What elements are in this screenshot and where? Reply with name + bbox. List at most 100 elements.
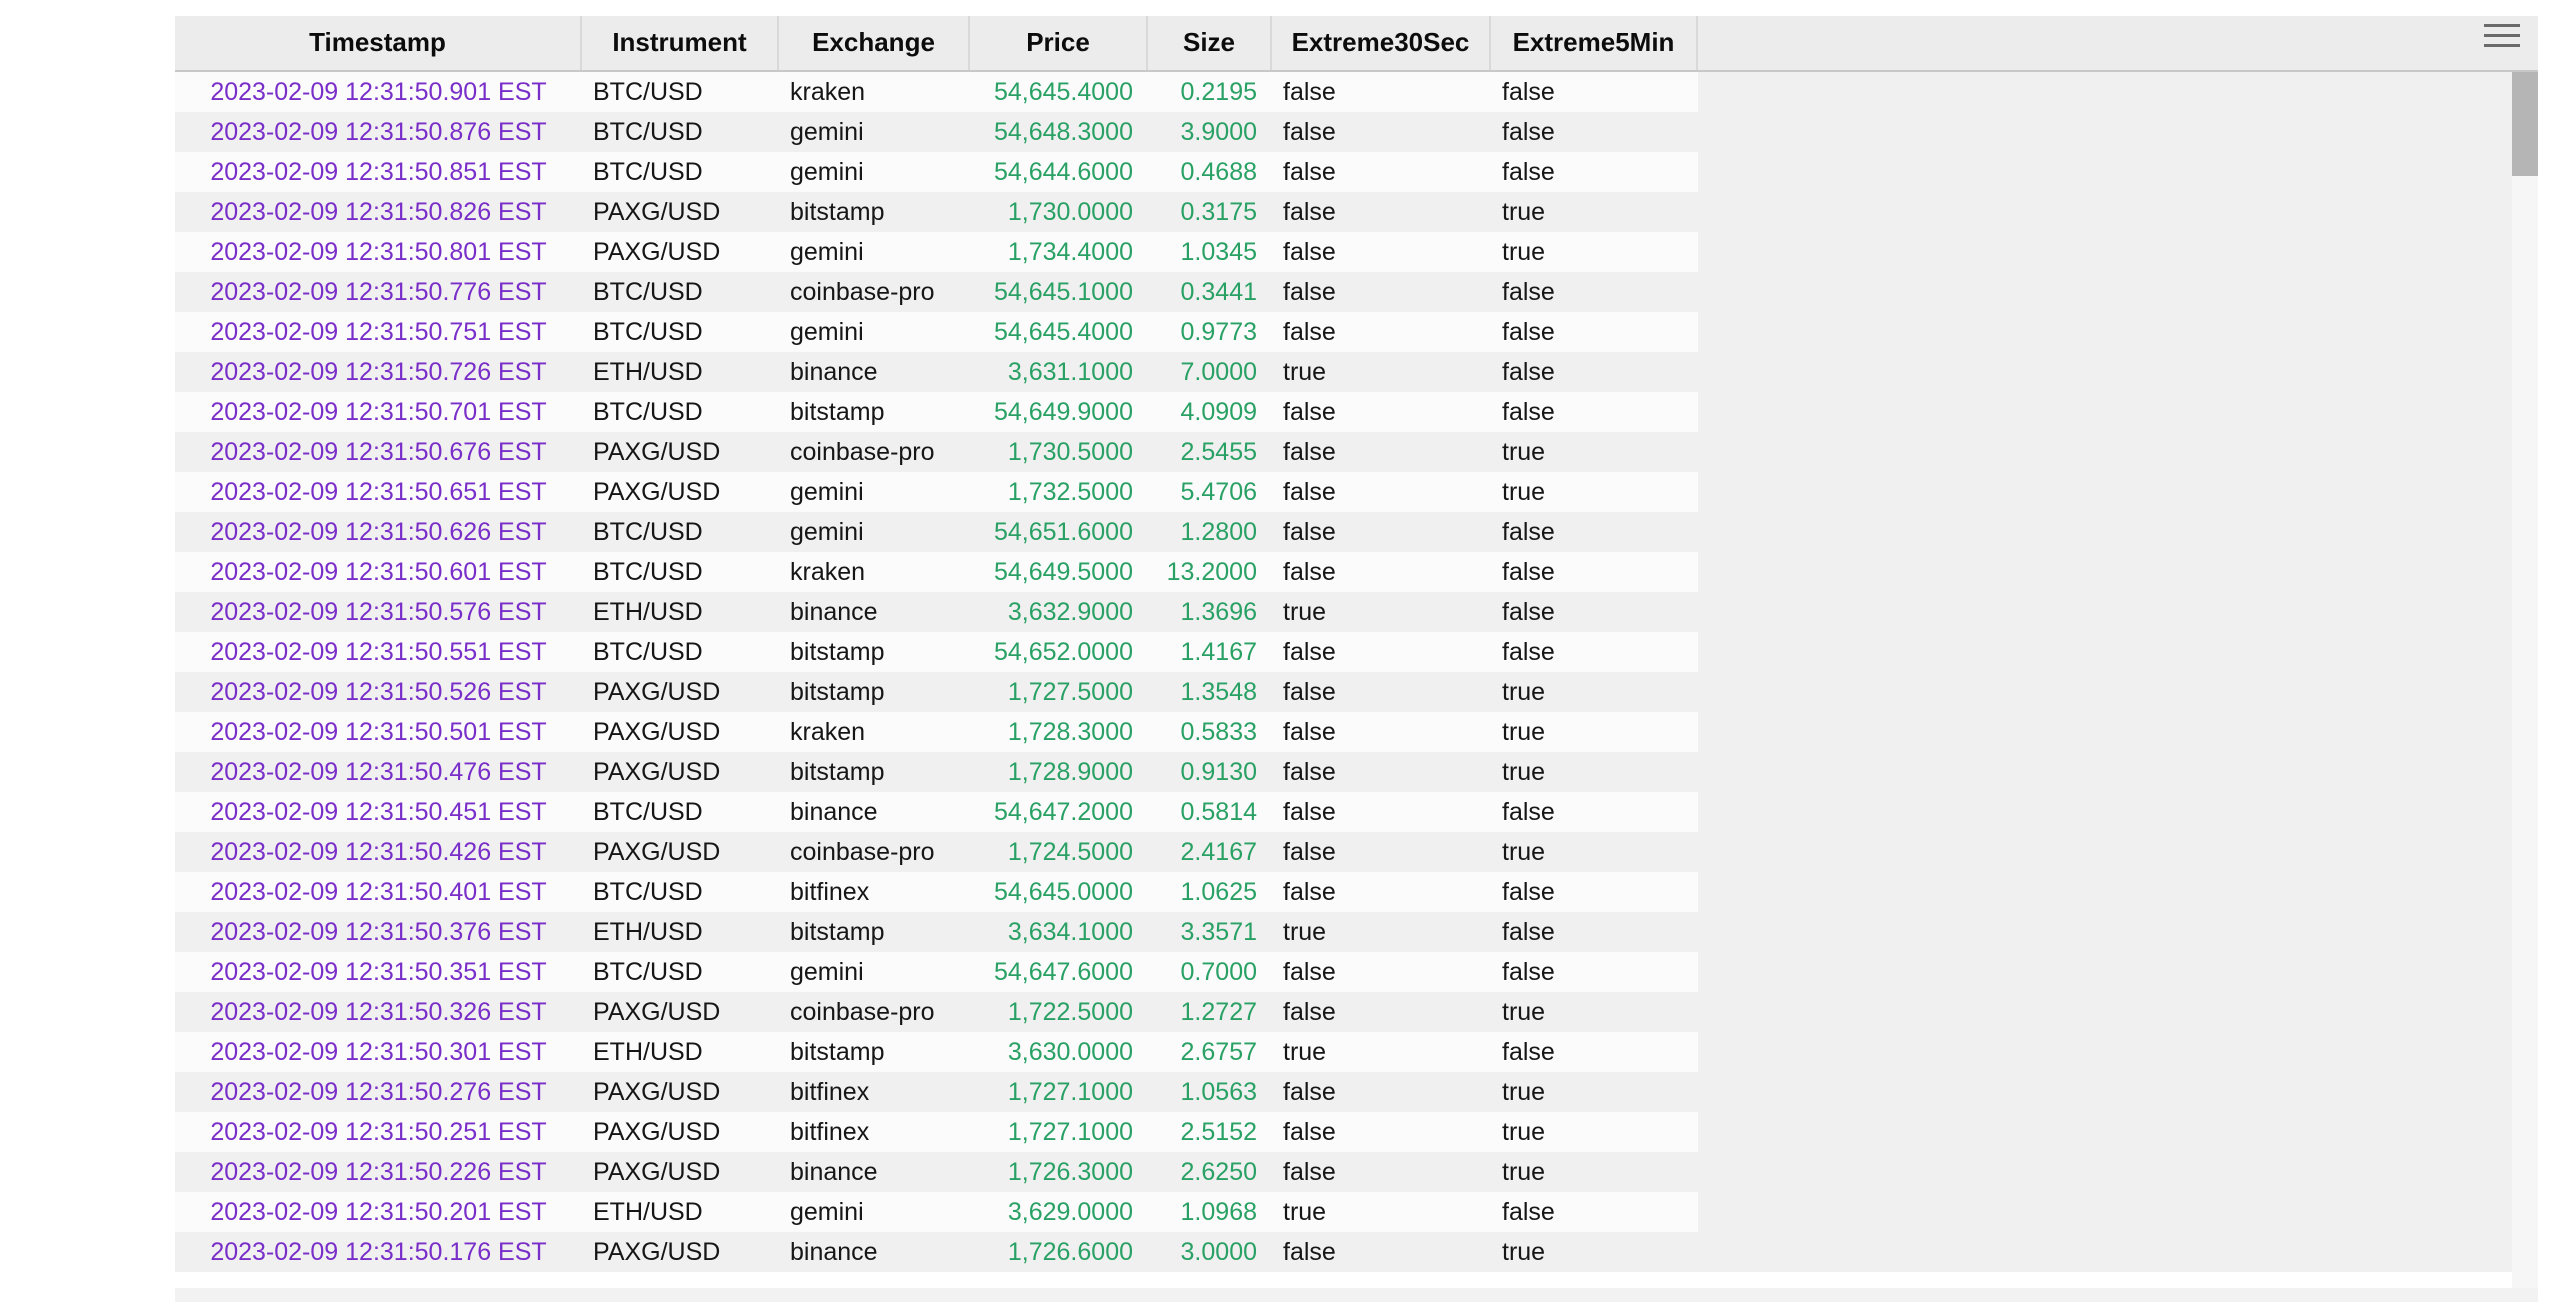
table-row[interactable]: 2023-02-09 12:31:50.276 EST PAXG/USD bitfi… bbox=[175, 1072, 1698, 1112]
cell-timestamp: 2023-02-09 12:31:50.876 EST bbox=[210, 118, 547, 146]
table-row[interactable]: 2023-02-09 12:31:50.626 EST BTC/USD gemini… bbox=[175, 512, 1698, 552]
cell-size: 0.5833 bbox=[1180, 718, 1257, 746]
cell-extreme5min: true bbox=[1502, 838, 1546, 866]
cell-extreme5min: false bbox=[1502, 638, 1555, 666]
table-row[interactable]: 2023-02-09 12:31:50.551 EST BTC/USD bitsta… bbox=[175, 632, 1698, 672]
cell-extreme30sec: false bbox=[1283, 758, 1336, 786]
column-header-price[interactable]: Price bbox=[970, 16, 1148, 70]
table-row[interactable]: 2023-02-09 12:31:50.701 EST BTC/USD bitsta… bbox=[175, 392, 1698, 432]
table-row[interactable]: 2023-02-09 12:31:50.426 EST PAXG/USD coinb… bbox=[175, 832, 1698, 872]
cell-extreme5min: true bbox=[1502, 1158, 1546, 1186]
cell-size: 3.0000 bbox=[1180, 1238, 1257, 1266]
table-row[interactable]: 2023-02-09 12:31:50.801 EST PAXG/USD gemin… bbox=[175, 232, 1698, 272]
cell-extreme5min: false bbox=[1502, 1038, 1555, 1066]
table-row[interactable]: 2023-02-09 12:31:50.351 EST BTC/USD gemini… bbox=[175, 952, 1698, 992]
table-row[interactable]: 2023-02-09 12:31:50.501 EST PAXG/USD krake… bbox=[175, 712, 1698, 752]
cell-timestamp: 2023-02-09 12:31:50.176 EST bbox=[210, 1238, 547, 1266]
table-row[interactable]: 2023-02-09 12:31:50.401 EST BTC/USD bitfin… bbox=[175, 872, 1698, 912]
table-row[interactable]: 2023-02-09 12:31:50.201 EST ETH/USD gemini… bbox=[175, 1192, 1698, 1232]
cell-price: 1,724.5000 bbox=[1007, 838, 1133, 866]
cell-instrument: PAXG/USD bbox=[593, 198, 721, 226]
cell-timestamp: 2023-02-09 12:31:50.376 EST bbox=[210, 918, 547, 946]
cell-instrument: ETH/USD bbox=[593, 598, 703, 626]
table-row[interactable]: 2023-02-09 12:31:50.301 EST ETH/USD bitsta… bbox=[175, 1032, 1698, 1072]
table-row[interactable]: 2023-02-09 12:31:50.776 EST BTC/USD coinba… bbox=[175, 272, 1698, 312]
table-row[interactable]: 2023-02-09 12:31:50.826 EST PAXG/USD bitst… bbox=[175, 192, 1698, 232]
cell-extreme30sec: true bbox=[1283, 358, 1327, 386]
table-row[interactable]: 2023-02-09 12:31:50.901 EST BTC/USD kraken… bbox=[175, 72, 1698, 112]
table-row[interactable]: 2023-02-09 12:31:50.451 EST BTC/USD binanc… bbox=[175, 792, 1698, 832]
cell-exchange: gemini bbox=[790, 478, 864, 506]
column-header-exchange[interactable]: Exchange bbox=[779, 16, 970, 70]
vertical-scrollbar[interactable] bbox=[2512, 72, 2538, 1302]
cell-price: 3,630.0000 bbox=[1007, 1038, 1133, 1066]
cell-extreme5min: true bbox=[1502, 198, 1546, 226]
cell-instrument: BTC/USD bbox=[593, 958, 703, 986]
table-row[interactable]: 2023-02-09 12:31:50.851 EST BTC/USD gemini… bbox=[175, 152, 1698, 192]
table-row[interactable]: 2023-02-09 12:31:50.526 EST PAXG/USD bitst… bbox=[175, 672, 1698, 712]
cell-extreme30sec: false bbox=[1283, 958, 1336, 986]
table-row[interactable]: 2023-02-09 12:31:50.476 EST PAXG/USD bitst… bbox=[175, 752, 1698, 792]
cell-exchange: gemini bbox=[790, 118, 864, 146]
cell-exchange: bitfinex bbox=[790, 1118, 870, 1146]
cell-timestamp: 2023-02-09 12:31:50.701 EST bbox=[210, 398, 547, 426]
table-row[interactable]: 2023-02-09 12:31:50.601 EST BTC/USD kraken… bbox=[175, 552, 1698, 592]
column-header-size[interactable]: Size bbox=[1148, 16, 1272, 70]
table-row[interactable]: 2023-02-09 12:31:50.226 EST PAXG/USD binan… bbox=[175, 1152, 1698, 1192]
table-row[interactable]: 2023-02-09 12:31:50.651 EST PAXG/USD gemin… bbox=[175, 472, 1698, 512]
cell-size: 1.0625 bbox=[1180, 878, 1257, 906]
cell-extreme30sec: false bbox=[1283, 118, 1336, 146]
cell-size: 1.3696 bbox=[1180, 598, 1257, 626]
cell-instrument: BTC/USD bbox=[593, 518, 703, 546]
cell-timestamp: 2023-02-09 12:31:50.476 EST bbox=[210, 758, 547, 786]
table-empty-area bbox=[1698, 72, 2512, 1272]
cell-instrument: PAXG/USD bbox=[593, 758, 721, 786]
cell-timestamp: 2023-02-09 12:31:50.326 EST bbox=[210, 998, 547, 1026]
cell-instrument: PAXG/USD bbox=[593, 998, 721, 1026]
cell-price: 1,726.6000 bbox=[1007, 1238, 1133, 1266]
cell-extreme30sec: false bbox=[1283, 878, 1336, 906]
cell-exchange: bitfinex bbox=[790, 1078, 870, 1106]
cell-exchange: bitstamp bbox=[790, 678, 885, 706]
cell-price: 54,645.1000 bbox=[993, 278, 1133, 306]
table-row[interactable]: 2023-02-09 12:31:50.376 EST ETH/USD bitsta… bbox=[175, 912, 1698, 952]
cell-size: 1.2727 bbox=[1180, 998, 1257, 1026]
horizontal-scrollbar[interactable] bbox=[175, 1288, 2538, 1302]
cell-price: 54,649.9000 bbox=[993, 398, 1133, 426]
cell-size: 0.4688 bbox=[1180, 158, 1257, 186]
table-row[interactable]: 2023-02-09 12:31:50.676 EST PAXG/USD coinb… bbox=[175, 432, 1698, 472]
cell-exchange: gemini bbox=[790, 158, 864, 186]
hamburger-menu-icon bbox=[2484, 44, 2520, 47]
table-row[interactable]: 2023-02-09 12:31:50.326 EST PAXG/USD coinb… bbox=[175, 992, 1698, 1032]
column-header-extreme30sec[interactable]: Extreme30Sec bbox=[1272, 16, 1491, 70]
table-row[interactable]: 2023-02-09 12:31:50.576 EST ETH/USD binanc… bbox=[175, 592, 1698, 632]
cell-price: 3,634.1000 bbox=[1007, 918, 1133, 946]
cell-extreme30sec: false bbox=[1283, 518, 1336, 546]
table-row[interactable]: 2023-02-09 12:31:50.726 EST ETH/USD binanc… bbox=[175, 352, 1698, 392]
cell-extreme5min: true bbox=[1502, 678, 1546, 706]
cell-exchange: coinbase-pro bbox=[790, 838, 935, 866]
cell-size: 0.9773 bbox=[1180, 318, 1257, 346]
column-header-instrument[interactable]: Instrument bbox=[582, 16, 779, 70]
cell-extreme5min: false bbox=[1502, 318, 1555, 346]
vertical-scrollbar-thumb[interactable] bbox=[2512, 72, 2538, 176]
column-header-timestamp[interactable]: Timestamp bbox=[175, 16, 582, 70]
column-header-extreme5min[interactable]: Extreme5Min bbox=[1491, 16, 1698, 70]
cell-extreme5min: false bbox=[1502, 398, 1555, 426]
cell-extreme5min: false bbox=[1502, 558, 1555, 586]
cell-timestamp: 2023-02-09 12:31:50.426 EST bbox=[210, 838, 547, 866]
cell-extreme30sec: false bbox=[1283, 1238, 1336, 1266]
cell-instrument: PAXG/USD bbox=[593, 238, 721, 266]
table-row[interactable]: 2023-02-09 12:31:50.876 EST BTC/USD gemini… bbox=[175, 112, 1698, 152]
cell-timestamp: 2023-02-09 12:31:50.451 EST bbox=[210, 798, 547, 826]
cell-timestamp: 2023-02-09 12:31:50.676 EST bbox=[210, 438, 547, 466]
table-row[interactable]: 2023-02-09 12:31:50.251 EST PAXG/USD bitfi… bbox=[175, 1112, 1698, 1152]
cell-extreme5min: false bbox=[1502, 798, 1555, 826]
cell-extreme30sec: false bbox=[1283, 718, 1336, 746]
panel-menu-button[interactable] bbox=[2484, 24, 2522, 47]
table-row[interactable]: 2023-02-09 12:31:50.176 EST PAXG/USD binan… bbox=[175, 1232, 1698, 1272]
cell-instrument: PAXG/USD bbox=[593, 1078, 721, 1106]
cell-size: 2.5152 bbox=[1180, 1118, 1257, 1146]
table-row[interactable]: 2023-02-09 12:31:50.751 EST BTC/USD gemini… bbox=[175, 312, 1698, 352]
